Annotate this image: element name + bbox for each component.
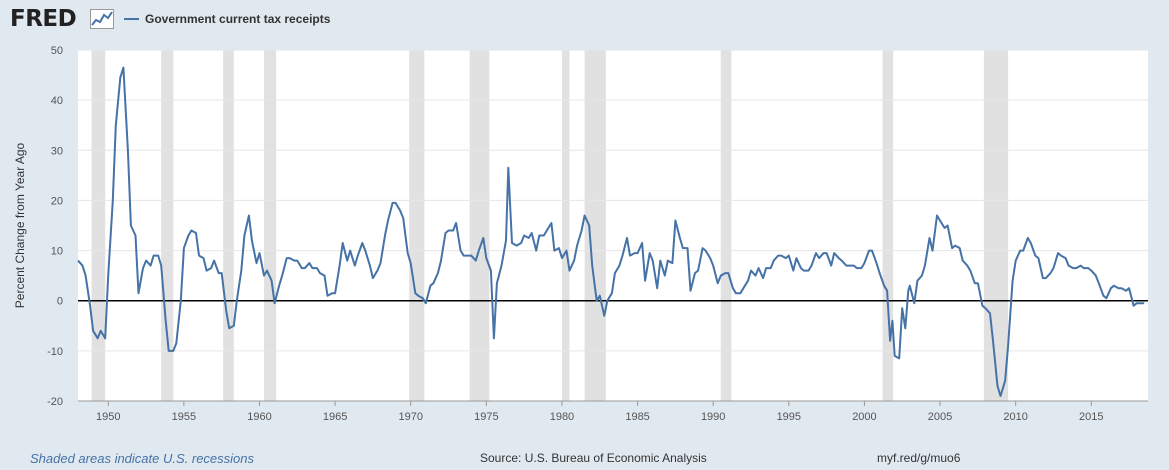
legend-label: Government current tax receipts: [145, 12, 331, 26]
x-tick-label: 1950: [96, 411, 120, 423]
x-tick-label: 1955: [172, 411, 196, 423]
x-tick-label: 2005: [928, 411, 952, 423]
fred-logo[interactable]: FRED: [10, 6, 77, 32]
y-tick-label: 50: [51, 45, 63, 57]
line-chart-icon: [90, 9, 114, 29]
recession-band: [720, 50, 732, 401]
recession-band: [161, 50, 174, 401]
short-url[interactable]: myf.red/g/muo6: [877, 451, 961, 465]
chart-legend: Government current tax receipts: [124, 12, 330, 26]
x-tick-label: 1995: [777, 411, 801, 423]
y-tick-label: 20: [51, 195, 63, 207]
x-tick-label: 1990: [701, 411, 725, 423]
recession-band: [561, 50, 570, 401]
y-tick-label: -20: [47, 396, 63, 408]
x-axis-ticks: 1950 1955 1960 1965 1970 1975 1980 1985 1990 1995…: [78, 400, 1148, 423]
x-tick-label: 2000: [852, 411, 876, 423]
recession-band: [584, 50, 606, 401]
x-tick-label: 1970: [398, 411, 422, 423]
recession-band: [91, 50, 106, 401]
y-axis-ticks: -20 -10 0 10 20 30 40 50: [47, 45, 63, 408]
source-text: Source: U.S. Bureau of Economic Analysis: [480, 451, 707, 465]
x-tick-label: 1960: [247, 411, 271, 423]
series-line: [77, 66, 1145, 397]
recession-note-link[interactable]: Shaded areas indicate U.S. recessions: [30, 451, 255, 466]
y-tick-label: -10: [47, 346, 63, 358]
header: FRED Government current tax receipts: [0, 0, 1169, 40]
plot-background: [78, 50, 1148, 401]
recession-band: [264, 50, 277, 401]
y-axis-label: Percent Change from Year Ago: [13, 142, 27, 308]
y-tick-label: 0: [57, 296, 63, 308]
recession-band: [409, 50, 425, 401]
recession-band: [882, 50, 894, 401]
recession-band: [983, 50, 1009, 401]
recession-band: [223, 50, 234, 401]
y-tick-label: 10: [51, 246, 63, 258]
x-tick-label: 1965: [323, 411, 347, 423]
x-tick-label: 1985: [625, 411, 649, 423]
recession-shading: [91, 50, 1009, 401]
legend-swatch: [124, 18, 139, 20]
x-tick-label: 1980: [550, 411, 574, 423]
recession-band: [469, 50, 490, 401]
y-tick-label: 40: [51, 95, 63, 107]
x-tick-label: 2010: [1003, 411, 1027, 423]
y-tick-label: 30: [51, 145, 63, 157]
x-tick-label: 2015: [1079, 411, 1103, 423]
x-tick-label: 1975: [474, 411, 498, 423]
